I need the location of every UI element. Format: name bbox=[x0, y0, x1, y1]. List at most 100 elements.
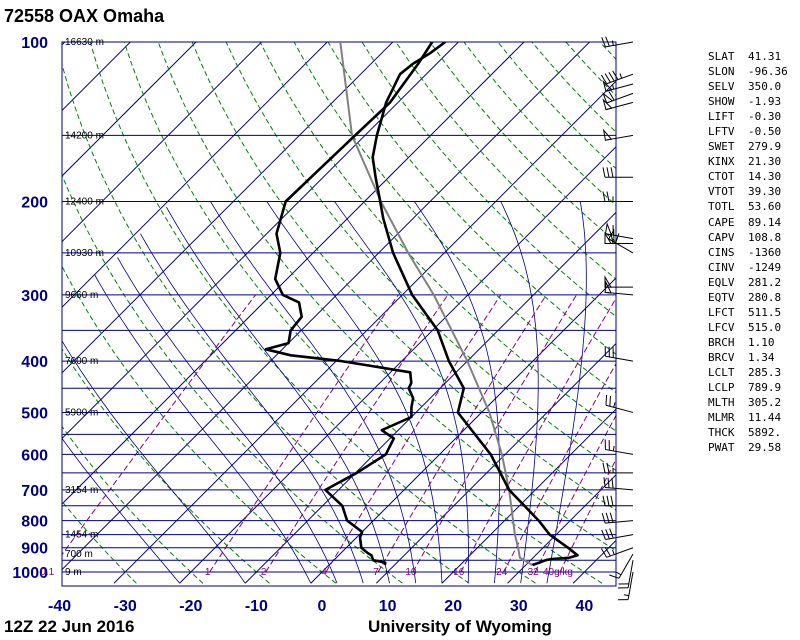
index-value: 53.60 bbox=[748, 200, 782, 214]
index-label: CINS bbox=[708, 245, 735, 259]
isobar-grid bbox=[62, 41, 616, 573]
index-value: 11.44 bbox=[748, 411, 782, 425]
index-value: -1249 bbox=[748, 260, 782, 274]
wind-barb bbox=[604, 439, 634, 455]
mixing-ratio-line bbox=[325, 294, 502, 573]
index-label: MLMR bbox=[708, 411, 735, 425]
dry-adiabat-grid bbox=[62, 42, 616, 584]
index-label: CAPE bbox=[708, 215, 735, 229]
index-label: SHOW bbox=[708, 95, 735, 109]
index-value: 1.34 bbox=[748, 350, 775, 364]
index-row: PWAT 29.58 bbox=[708, 440, 788, 455]
isotherm bbox=[62, 42, 328, 308]
mixing-ratio-line bbox=[209, 294, 399, 573]
index-value: -96.36 bbox=[748, 65, 788, 79]
moist-adiabat bbox=[94, 274, 312, 584]
observation-time: 12Z 22 Jun 2016 bbox=[4, 617, 135, 636]
wind-barb bbox=[602, 167, 633, 178]
moist-adiabat bbox=[62, 340, 246, 584]
isotherm bbox=[179, 146, 616, 584]
chart-title: 72558 OAX Omaha bbox=[4, 6, 165, 26]
temperature-tick-label: -30 bbox=[114, 598, 137, 615]
index-label: SLAT bbox=[708, 50, 735, 63]
height-label: 700 m bbox=[65, 549, 93, 560]
index-label: EQLV bbox=[708, 275, 735, 289]
wind-barb bbox=[605, 394, 634, 413]
index-label: LFCT bbox=[708, 305, 735, 319]
index-row: LIFT -0.30 bbox=[708, 109, 788, 124]
mixing-ratio-label: 24 bbox=[496, 567, 508, 578]
index-value: 1.10 bbox=[748, 335, 775, 349]
index-row: EQTV 280.8 bbox=[708, 290, 788, 305]
dry-adiabat bbox=[62, 425, 204, 584]
isotherm-grid bbox=[62, 42, 616, 584]
wind-barb bbox=[600, 70, 634, 85]
wind-barb bbox=[602, 191, 633, 203]
dry-adiabat bbox=[62, 500, 137, 584]
pressure-tick-label: 1000 bbox=[12, 565, 48, 582]
isotherm bbox=[62, 42, 262, 243]
isotherm bbox=[62, 42, 394, 374]
index-label: CTOT bbox=[708, 170, 735, 184]
moist-adiabat bbox=[166, 207, 390, 584]
index-row: MLTH 305.2 bbox=[708, 395, 788, 410]
pressure-tick-label: 400 bbox=[21, 354, 48, 371]
index-row: CINV -1249 bbox=[708, 260, 788, 275]
index-label: TOTL bbox=[708, 200, 735, 214]
index-label: LIFT bbox=[708, 110, 735, 124]
index-row: CINS -1360 bbox=[708, 245, 788, 260]
height-label: 5900 m bbox=[65, 407, 98, 418]
index-label: THCK bbox=[708, 426, 735, 440]
index-value: 108.8 bbox=[748, 230, 782, 244]
dry-adiabat bbox=[62, 173, 403, 584]
height-label: 16630 m bbox=[65, 37, 104, 48]
dry-adiabat bbox=[89, 42, 536, 584]
pressure-tick-label: 800 bbox=[21, 514, 48, 531]
index-label: EQTV bbox=[708, 290, 735, 304]
plot-frame bbox=[61, 41, 617, 587]
index-value: 21.30 bbox=[748, 155, 782, 169]
wind-barb bbox=[617, 560, 634, 589]
wind-barb bbox=[617, 571, 634, 601]
isotherm bbox=[62, 42, 590, 571]
isotherm bbox=[62, 42, 525, 505]
height-label: 3154 m bbox=[65, 485, 98, 496]
isotherm bbox=[62, 42, 66, 46]
mixing-ratio-label: 0.1 bbox=[40, 567, 54, 578]
pressure-tick-label: 700 bbox=[21, 483, 48, 500]
index-value: 279.9 bbox=[748, 140, 782, 154]
isotherm bbox=[113, 80, 616, 584]
moist-adiabat-grid bbox=[62, 201, 587, 584]
index-label: LCLT bbox=[708, 365, 735, 379]
wind-barb bbox=[604, 280, 634, 296]
height-label: 9660 m bbox=[65, 290, 98, 301]
height-label: 9 m bbox=[65, 567, 82, 578]
index-value: -1360 bbox=[748, 245, 782, 259]
mixing-ratio-line bbox=[377, 294, 547, 573]
moist-adiabat bbox=[334, 201, 469, 584]
height-label: 10930 m bbox=[65, 248, 104, 259]
temperature-tick-label: -10 bbox=[245, 598, 268, 615]
pressure-tick-label: 500 bbox=[21, 405, 48, 422]
moist-adiabat bbox=[500, 201, 539, 584]
wind-barb bbox=[604, 222, 634, 240]
isotherm bbox=[62, 42, 197, 177]
mixing-ratio-line bbox=[412, 294, 578, 573]
moist-adiabat bbox=[117, 257, 338, 584]
index-row: TOTL 53.60 bbox=[708, 199, 788, 214]
index-value: 285.3 bbox=[748, 365, 782, 379]
temperature-tick-label: -40 bbox=[48, 598, 71, 615]
index-value: -1.93 bbox=[748, 95, 782, 109]
index-label: SWET bbox=[708, 140, 735, 154]
height-label: 7600 m bbox=[65, 356, 98, 367]
moist-adiabat bbox=[414, 201, 500, 584]
wind-barb bbox=[603, 477, 634, 491]
wind-barb bbox=[602, 79, 634, 92]
index-label: LFTV bbox=[708, 125, 735, 139]
moist-adiabat bbox=[266, 201, 443, 584]
wind-barb bbox=[601, 36, 634, 48]
data-source: University of Wyoming bbox=[368, 617, 552, 636]
dry-adiabat bbox=[293, 42, 616, 394]
